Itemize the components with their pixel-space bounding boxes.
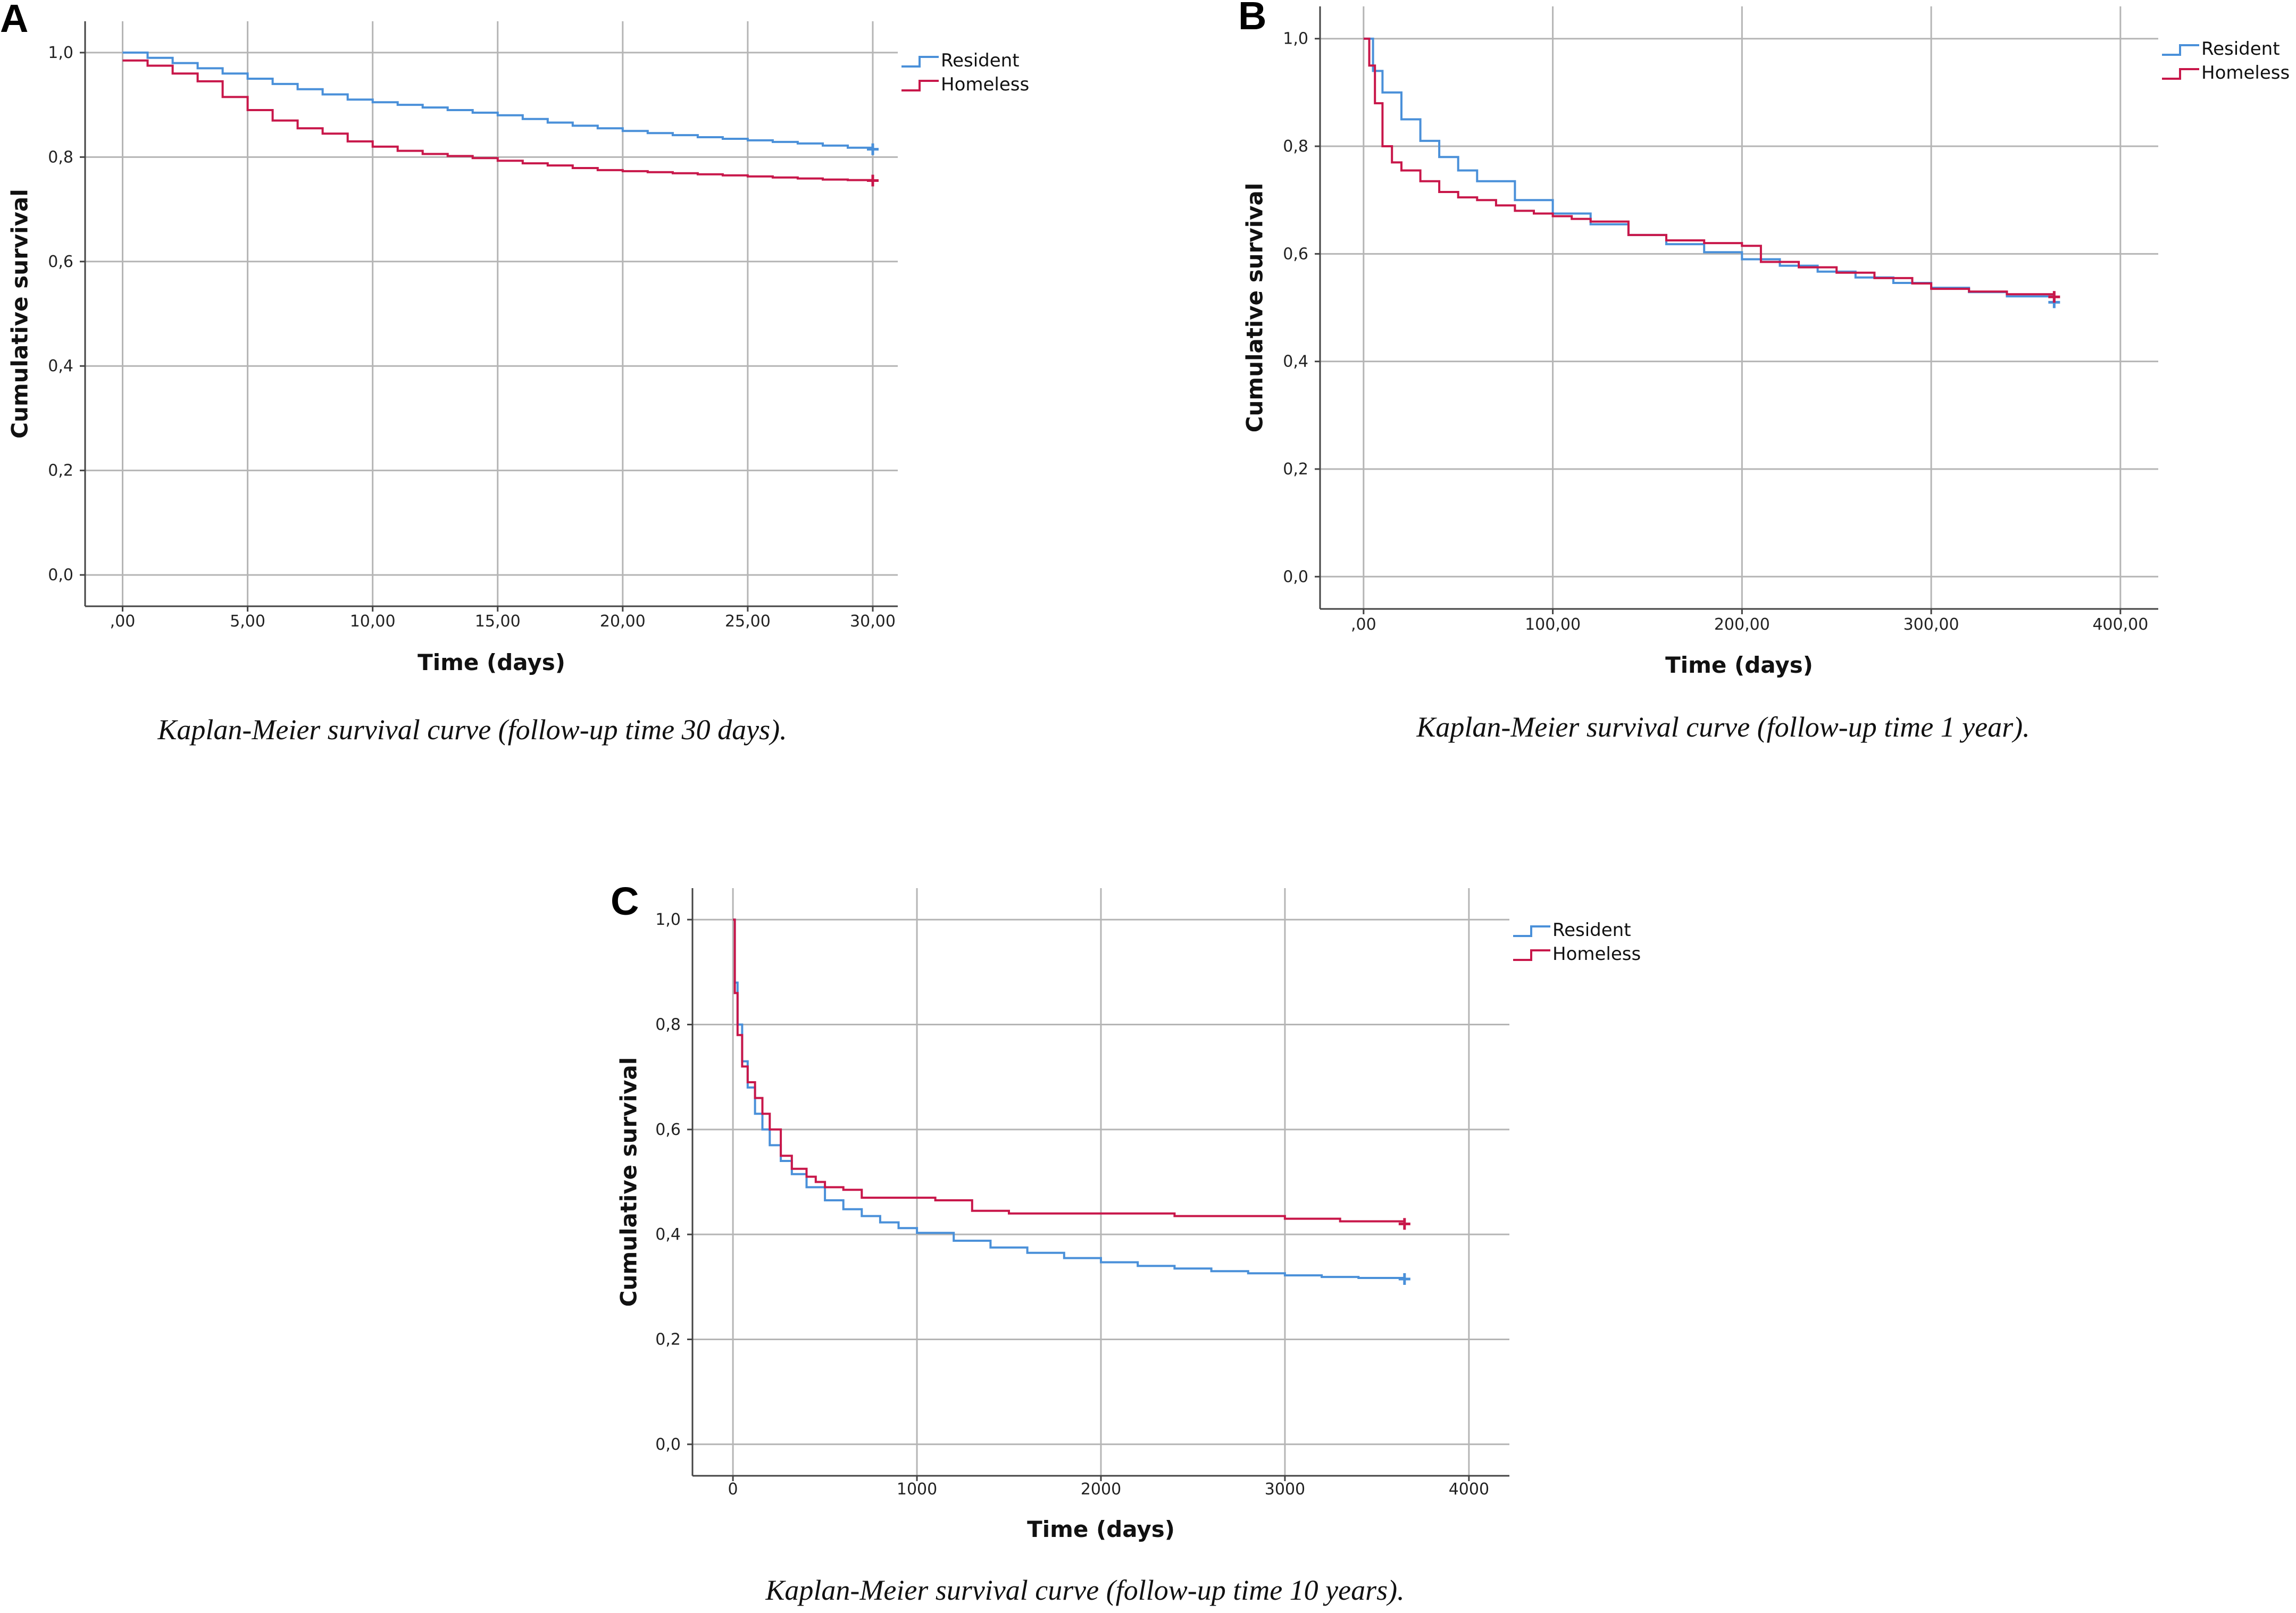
legend-swatch-homeless (1513, 949, 1550, 961)
panel-letter-a: A (0, 0, 28, 40)
legend-label-homeless: Homeless (941, 74, 1029, 95)
series-line-resident (122, 51, 874, 149)
x-axis-title: Time (days) (1665, 652, 1813, 678)
series-line-resident (733, 918, 1406, 1279)
censor-mark-resident (866, 143, 879, 155)
y-tick-label: 0,8 (655, 1016, 681, 1034)
legend-label-homeless: Homeless (2201, 62, 2290, 83)
legend-swatch-resident (1513, 925, 1550, 937)
caption-panel-b: Kaplan-Meier survival curve (follow-up t… (1416, 711, 2030, 743)
censor-mark-resident (1398, 1273, 1410, 1285)
chart-panel-b: B 0,0 0,2 0,4 0,6 0,8 1,0 ,00 100,00 200,00 300,00… (1238, 0, 2290, 743)
censor-mark-homeless (866, 174, 879, 187)
chart-panel-c: C 0,0 0,2 0,4 0,6 0,8 1,0 0 1000 2000 3000 4000 Time… (611, 879, 1641, 1606)
y-axis-title: Cumulative survival (1242, 183, 1268, 433)
series-line-homeless (733, 918, 1406, 1224)
x-tick-label: 100,00 (1525, 615, 1581, 634)
y-tick-label: 0,4 (1283, 353, 1308, 371)
x-tick-label: 400,00 (2092, 615, 2148, 634)
chart-panel-a: A 0,0 0,2 0,4 0,6 0,8 1,0 ,00 5,00 10,00 15,00 20,0… (0, 0, 1029, 746)
x-tick-label: 20,00 (600, 612, 646, 631)
legend-label-resident: Resident (941, 50, 1020, 71)
series-line-homeless (122, 59, 874, 181)
legend-swatch-homeless (2162, 68, 2199, 80)
caption-panel-c: Kaplan-Meier survival curve (follow-up t… (765, 1574, 1404, 1606)
x-tick-label: ,00 (110, 612, 136, 631)
x-tick-label: 5,00 (230, 612, 265, 631)
y-tick-label: 0,0 (1283, 567, 1308, 586)
x-tick-label: 2000 (1081, 1480, 1121, 1499)
y-tick-label: 0,4 (48, 357, 73, 375)
y-tick-label: 0,8 (1283, 137, 1308, 156)
legend-label-resident: Resident (2201, 38, 2280, 60)
y-tick-label: 0,0 (48, 566, 73, 584)
y-tick-label: 0,4 (655, 1225, 681, 1244)
y-axis-title: Cumulative survival (616, 1057, 642, 1307)
censor-mark-homeless (1398, 1218, 1410, 1230)
panel-letter-b: B (1238, 0, 1266, 38)
y-tick-label: 0,6 (48, 253, 73, 271)
y-tick-label: 1,0 (48, 44, 73, 62)
panel-letter-c: C (611, 879, 639, 923)
y-tick-label: 0,6 (1283, 245, 1308, 263)
series-line-homeless (1363, 37, 2056, 297)
x-tick-label: 4000 (1449, 1480, 1489, 1499)
y-tick-label: 0,2 (655, 1330, 681, 1349)
y-tick-label: 0,0 (655, 1435, 681, 1454)
y-tick-label: 1,0 (655, 910, 681, 929)
legend-label-resident: Resident (1552, 920, 1631, 941)
x-tick-label: 10,00 (350, 612, 396, 631)
x-axis-title: Time (days) (1027, 1516, 1175, 1542)
censor-mark-homeless (2048, 291, 2060, 303)
y-tick-label: 0,2 (48, 462, 73, 480)
legend-swatch-homeless (901, 80, 939, 91)
x-tick-label: 30,00 (850, 612, 896, 631)
x-tick-label: 200,00 (1714, 615, 1770, 634)
x-tick-label: 15,00 (475, 612, 521, 631)
y-tick-label: 0,2 (1283, 460, 1308, 479)
caption-panel-a: Kaplan-Meier survival curve (follow-up t… (157, 714, 787, 746)
y-tick-label: 0,8 (48, 148, 73, 166)
x-tick-label: ,00 (1351, 615, 1376, 634)
x-tick-label: 300,00 (1903, 615, 1959, 634)
x-axis-title: Time (days) (418, 649, 565, 675)
y-axis-title: Cumulative survival (7, 189, 33, 439)
x-tick-label: 0 (728, 1480, 738, 1499)
x-tick-label: 3000 (1265, 1480, 1305, 1499)
legend-swatch-resident (901, 56, 939, 68)
y-tick-label: 1,0 (1283, 30, 1308, 48)
legend-swatch-resident (2162, 44, 2199, 56)
y-tick-label: 0,6 (655, 1121, 681, 1139)
series-line-resident (1363, 37, 2056, 303)
legend-label-homeless: Homeless (1552, 943, 1641, 965)
x-tick-label: 25,00 (725, 612, 771, 631)
x-tick-label: 1000 (897, 1480, 937, 1499)
